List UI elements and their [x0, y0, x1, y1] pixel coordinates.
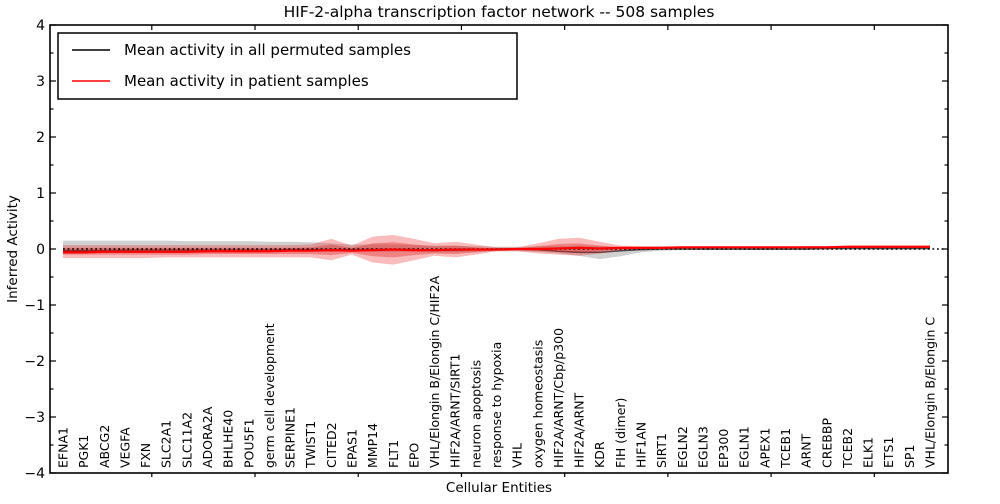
x-tick-label: EPO: [406, 443, 421, 468]
x-axis-label: Cellular Entities: [446, 480, 552, 496]
x-tick-label: VEGFA: [117, 427, 132, 468]
x-tick-label: EGLN2: [675, 426, 690, 468]
y-tick-label: −4: [24, 466, 45, 482]
x-tick-label: EGLN1: [737, 426, 752, 468]
x-tick-label: SERPINE1: [283, 407, 298, 468]
series-line-1: [63, 245, 931, 254]
x-tick-label: ELK1: [861, 437, 876, 468]
y-tick-label: −3: [24, 410, 45, 426]
y-axis-label: Inferred Activity: [5, 195, 21, 303]
y-tick-label: 3: [36, 74, 45, 90]
legend: Mean activity in all permuted samples Me…: [57, 32, 518, 100]
x-tick-label: CREBBP: [819, 418, 834, 468]
x-tick-label: HIF2A/ARNT/Cbp/p300: [551, 328, 566, 468]
x-tick-label: HIF2A/ARNT: [572, 392, 587, 468]
x-tick-label: EPAS1: [345, 429, 360, 468]
x-tick-label: PGK1: [76, 435, 91, 468]
x-tick-label: APEX1: [757, 427, 772, 468]
y-tick-label: −2: [24, 354, 45, 370]
patient-mean-line-group: [63, 245, 931, 254]
x-tick-label: HIF2A/ARNT/SIRT1: [448, 354, 463, 468]
y-tick-label: 0: [36, 242, 45, 258]
axis-ticks: [50, 24, 948, 477]
x-tick-label: VHL: [510, 443, 525, 468]
chart-title: HIF-2-alpha transcription factor network…: [284, 3, 715, 21]
legend-permuted-label: Mean activity in all permuted samples: [124, 41, 411, 59]
x-tick-label: germ cell development: [262, 323, 277, 468]
y-tick-label: 4: [36, 18, 45, 34]
x-tick-label: oxygen homeostasis: [530, 340, 545, 468]
y-tick-label: −1: [24, 298, 45, 314]
x-tick-label: POU5F1: [241, 418, 256, 468]
x-tick-label: SLC11A2: [179, 412, 194, 468]
x-tick-label: EGLN3: [695, 426, 710, 468]
x-tick-label: CITED2: [324, 422, 339, 468]
x-tick-label: EP300: [716, 429, 731, 468]
x-tick-label: ARNT: [799, 433, 814, 468]
x-tick-label: VHL/Elongin B/Elongin C: [923, 317, 938, 468]
x-tick-label: response to hypoxia: [489, 342, 504, 468]
x-tick-label: SIRT1: [654, 433, 669, 468]
x-tick-label: VHL/Elongin B/Elongin C/HIF2A: [427, 275, 442, 468]
x-tick-label: SP1: [902, 445, 917, 468]
x-tick-label: EFNA1: [56, 427, 71, 468]
y-tick-label: 1: [36, 186, 45, 202]
x-tick-label: KDR: [592, 441, 607, 468]
x-tick-label: ADORA2A: [200, 406, 215, 468]
x-tick-label: ABCG2: [97, 425, 112, 468]
x-tick-label: neuron apoptosis: [468, 360, 483, 468]
legend-box: [57, 32, 518, 100]
x-tick-label: TWIST1: [303, 421, 318, 469]
x-tick-label: FXN: [138, 443, 153, 468]
x-tick-label: SLC2A1: [159, 420, 174, 468]
x-tick-label: HIF1AN: [634, 422, 649, 468]
y-tick-labels: 4 3 2 1 0 −1 −2 −3 −4: [24, 18, 45, 482]
x-tick-label: FIH (dimer): [613, 398, 628, 468]
x-tick-labels: EFNA1 PGK1 ABCG2 VEGFA FXN SLC2A1 SLC11A2 ADORA…: [56, 275, 938, 469]
x-tick-label: BHLHE40: [221, 410, 236, 468]
x-tick-label: ETS1: [881, 437, 896, 468]
legend-patient-label: Mean activity in patient samples: [124, 72, 369, 90]
x-tick-label: MMP14: [365, 423, 380, 468]
x-tick-label: TCEB2: [840, 428, 855, 469]
y-tick-label: 2: [36, 130, 45, 146]
x-tick-label: TCEB1: [778, 428, 793, 469]
x-tick-label: FLT1: [386, 440, 401, 468]
